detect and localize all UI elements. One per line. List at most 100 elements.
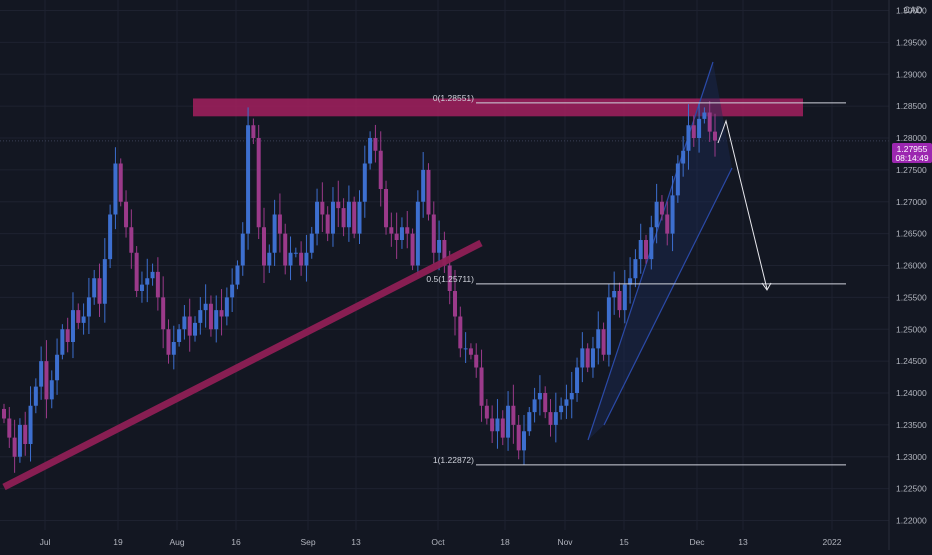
candle: [606, 284, 611, 367]
candle-body: [479, 367, 484, 406]
candle: [490, 405, 495, 444]
candle-body: [330, 201, 335, 234]
candle-body: [543, 393, 548, 413]
candle-body: [166, 329, 171, 355]
candle: [548, 399, 553, 437]
candle-body: [399, 227, 404, 240]
candle: [670, 175, 675, 252]
candle: [182, 305, 187, 340]
candle-body: [697, 118, 702, 138]
candle: [240, 222, 245, 276]
candle-body: [564, 399, 569, 406]
candle: [702, 107, 707, 124]
candle: [521, 414, 526, 466]
candle: [373, 124, 378, 163]
candle-body: [590, 348, 595, 368]
candle-body: [235, 265, 240, 285]
candle-body: [368, 138, 373, 164]
candle: [129, 209, 134, 269]
candle-body: [644, 240, 649, 260]
price-tag[interactable]: 1.27955 08:14:49: [892, 143, 932, 163]
y-axis-ticks: 1.30000 1.29500 1.29000 1.28500 1.28000 1.275…: [896, 6, 927, 526]
candle: [553, 392, 558, 443]
x-tick-label: 16: [231, 537, 241, 547]
candle-body: [299, 252, 304, 266]
projection-arrow[interactable]: [717, 119, 768, 290]
candle-body: [474, 354, 479, 368]
candle-body: [665, 214, 670, 234]
candle-body: [251, 125, 256, 138]
candle-body: [373, 138, 378, 151]
candle: [362, 145, 367, 218]
candle-body: [622, 284, 627, 311]
channel-fill: [588, 62, 732, 440]
candle-body: [415, 201, 420, 266]
candle-body: [272, 214, 277, 253]
candle-body: [2, 408, 6, 419]
candle: [193, 316, 198, 342]
candle: [479, 349, 484, 422]
x-tick-label: Oct: [431, 537, 445, 547]
candle-body: [617, 291, 622, 311]
candle-body: [55, 354, 60, 381]
candle-body: [118, 163, 123, 202]
y-tick-label: 1.26000: [896, 261, 927, 271]
candle: [384, 180, 389, 235]
support-trendline[interactable]: [2, 239, 483, 491]
candle-body: [612, 291, 617, 298]
candle: [506, 391, 511, 451]
candle: [336, 180, 341, 228]
candle-body: [161, 297, 166, 330]
candle-body: [155, 271, 160, 298]
candle: [378, 131, 383, 207]
candle: [44, 340, 49, 419]
candle-body: [65, 329, 70, 342]
candle: [628, 257, 633, 304]
y-tick-label: 1.24000: [896, 388, 927, 398]
drawings: [2, 119, 772, 491]
channel-lower-line[interactable]: [603, 167, 733, 426]
candle-body: [575, 367, 580, 393]
candle: [697, 102, 702, 153]
candle: [70, 292, 75, 359]
candle-body: [60, 329, 65, 355]
y-tick-label: 1.27500: [896, 165, 927, 175]
candle: [17, 418, 22, 463]
candle: [644, 234, 649, 264]
candle-body: [702, 112, 707, 119]
candle: [33, 378, 38, 414]
candle: [277, 193, 282, 253]
candle: [543, 386, 548, 419]
candle: [675, 155, 680, 203]
candle: [368, 131, 373, 170]
candle: [272, 199, 277, 266]
candle: [713, 113, 717, 157]
candle: [537, 375, 542, 416]
candle-body: [33, 386, 38, 406]
candle-body: [447, 265, 452, 291]
candle-body: [267, 252, 272, 266]
candle-body: [86, 297, 91, 317]
y-tick-label: 1.29000: [896, 69, 927, 79]
candle-body: [246, 125, 251, 234]
candle-body: [304, 252, 309, 266]
price-tag-price: 1.27955: [897, 144, 928, 154]
y-tick-label: 1.28000: [896, 133, 927, 143]
y-tick-label: 1.30000: [896, 6, 927, 16]
candle-body: [230, 284, 235, 298]
candle: [516, 414, 521, 460]
y-tick-label: 1.25000: [896, 324, 927, 334]
candle-body: [426, 169, 431, 215]
candle: [139, 271, 144, 303]
candle-body: [633, 259, 638, 279]
candle-body: [500, 418, 505, 438]
candle: [681, 136, 686, 177]
candle: [575, 357, 580, 402]
candle: [299, 241, 304, 276]
candle-body: [437, 240, 442, 253]
candle-body: [129, 227, 134, 253]
candle: [659, 195, 664, 221]
candle: [261, 207, 266, 283]
